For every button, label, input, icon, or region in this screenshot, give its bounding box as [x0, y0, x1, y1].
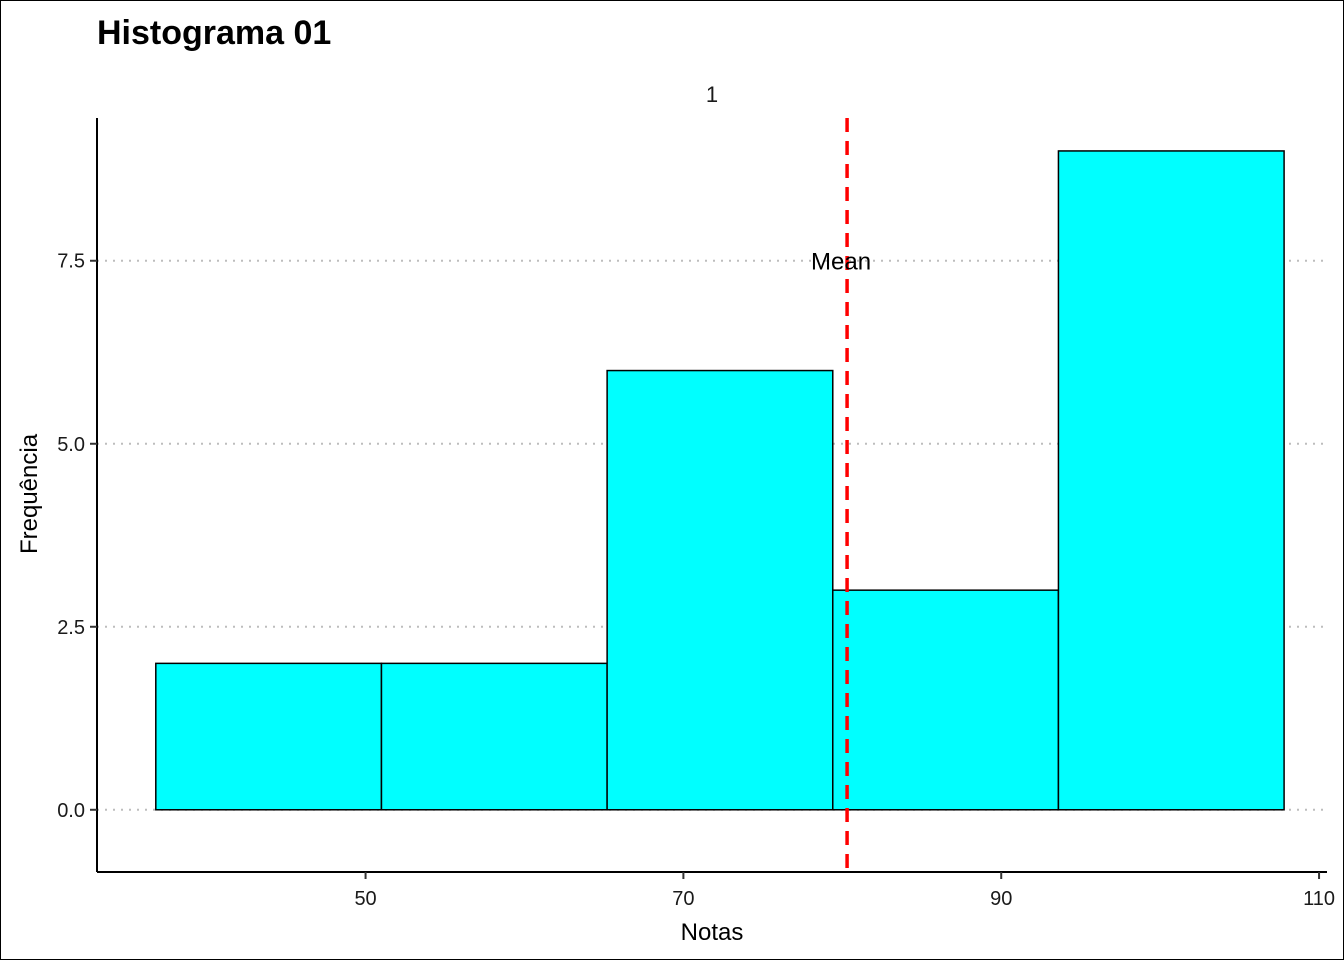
mean-label: Mean: [811, 249, 871, 276]
x-tick-label: 70: [672, 888, 694, 910]
x-axis-title: Notas: [681, 919, 744, 946]
histogram-bar: [832, 589, 1060, 811]
histogram-bars: [155, 150, 1285, 811]
chart-title: Histograma 01: [97, 14, 331, 52]
histogram-bar: [380, 662, 608, 811]
x-tick-label: 90: [990, 888, 1012, 910]
x-tick-label: 110: [1303, 888, 1335, 910]
histogram-bar: [606, 369, 834, 811]
x-tick-label: 50: [354, 888, 376, 910]
y-tick-label: 0.0: [57, 800, 85, 822]
y-tick-label: 7.5: [57, 251, 85, 273]
y-tick-label: 5.0: [57, 434, 85, 456]
y-tick-label: 2.5: [57, 617, 85, 639]
mean-line-group: Mean: [811, 118, 871, 872]
histogram-bar: [1057, 150, 1285, 811]
histogram-bar: [155, 662, 383, 811]
facet-label: 1: [706, 82, 718, 107]
axes: 0.0 2.5 5.0 7.5 50 70 90 110: [57, 118, 1335, 910]
y-axis-title: Frequência: [16, 433, 43, 554]
